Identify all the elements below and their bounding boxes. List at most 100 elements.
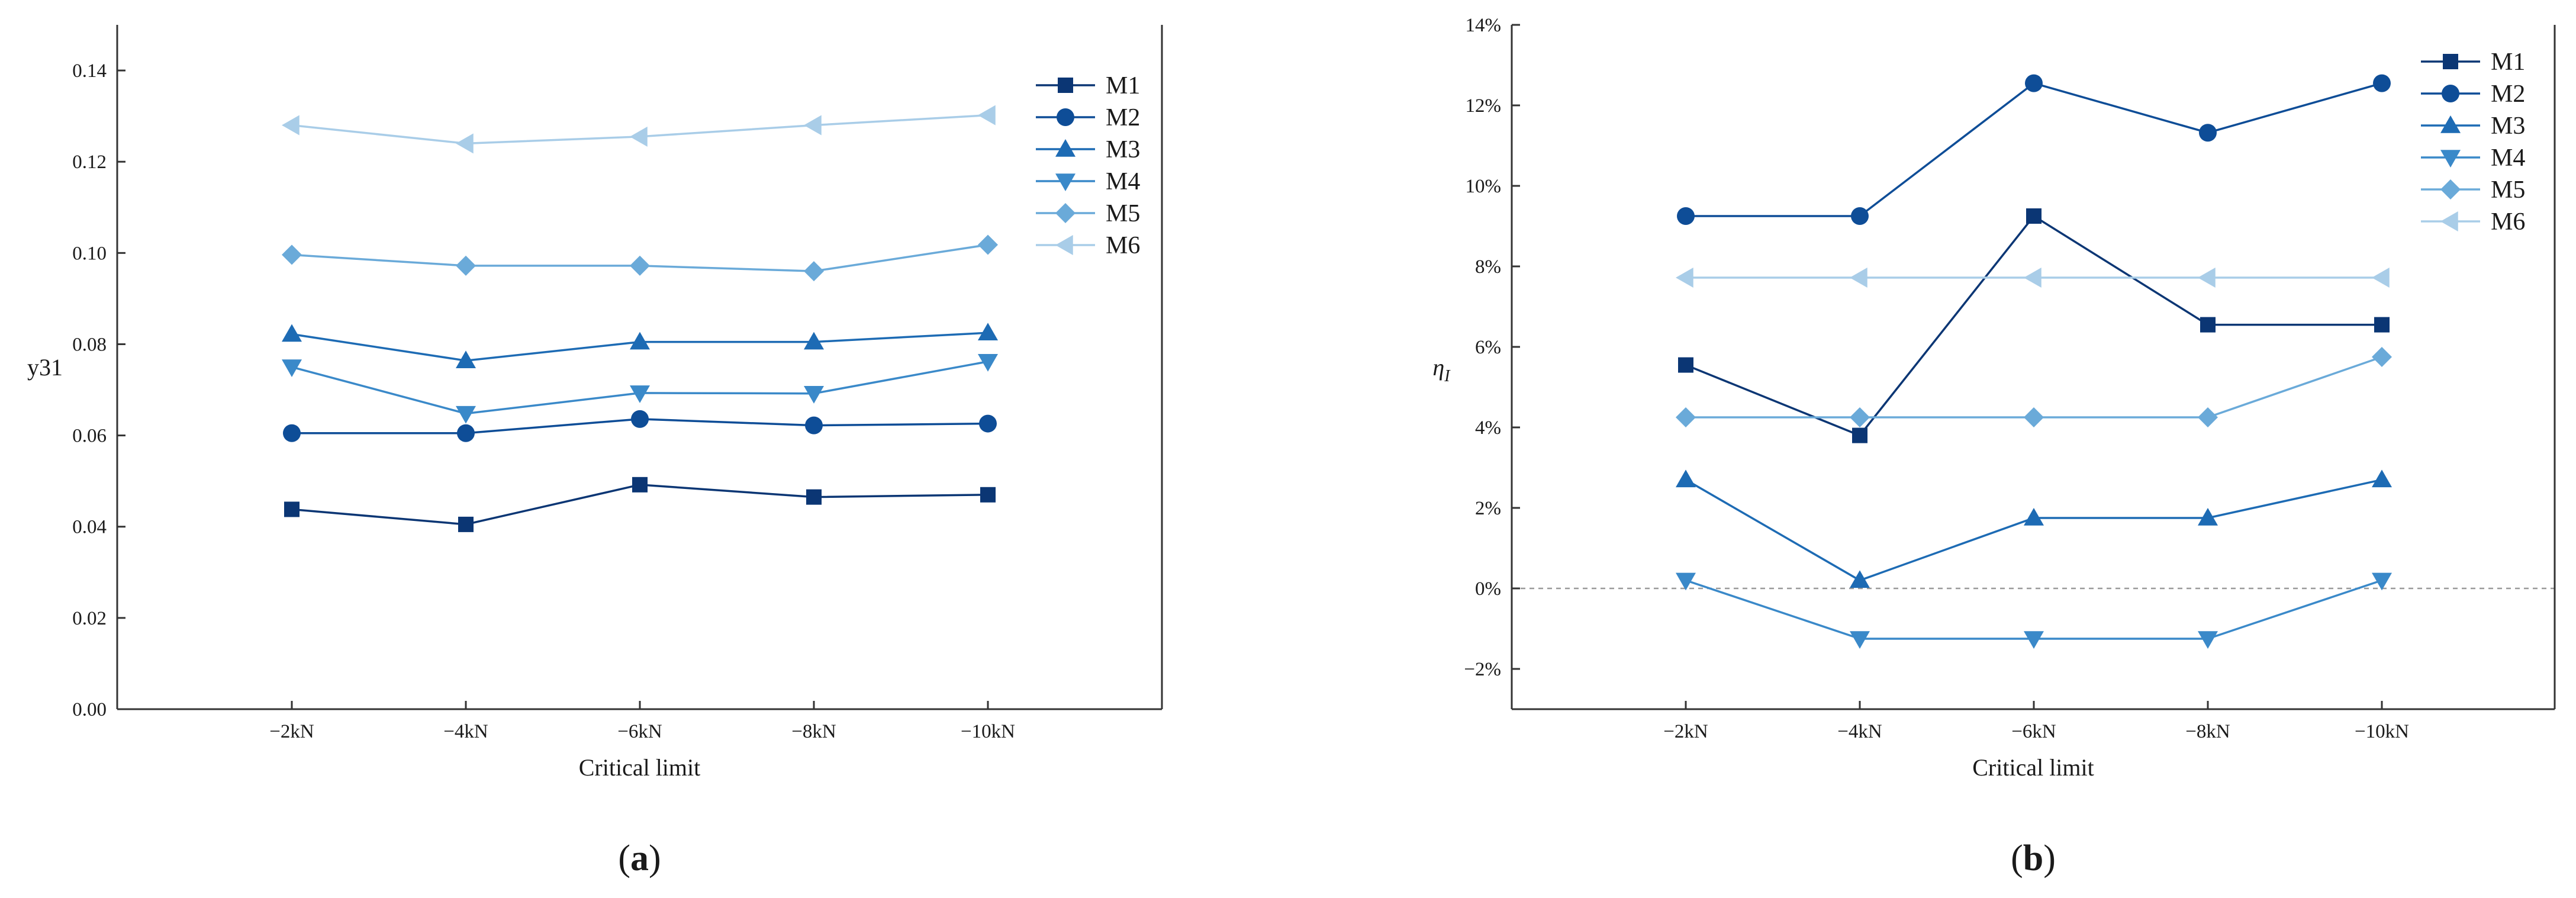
series-m2 <box>1677 74 2391 225</box>
panel-label: (a) <box>618 838 661 878</box>
point-m3-10kN <box>978 323 998 340</box>
legend-label-m1: M1 <box>1106 72 1140 99</box>
point-m5-4kN <box>456 255 476 276</box>
legend: M1 M2 M3 M4 M5 M6 <box>2421 49 2525 236</box>
series-m5 <box>282 234 998 282</box>
point-m6-8kN <box>2198 268 2216 288</box>
point-m1-2kN <box>1678 357 1693 373</box>
legend-label-m2: M2 <box>1106 104 1140 131</box>
point-m5-6kN <box>630 255 650 276</box>
x-axis-title: Critical limit <box>1972 754 2094 781</box>
point-m5-10kN <box>2372 347 2392 367</box>
point-m2-10kN <box>2373 74 2391 92</box>
chart-panel-a: 0.00 0.02 0.04 0.06 0.08 0.10 0.12 0.14 −2kN −4kN… <box>27 25 1163 878</box>
x-tick-label-10kN: −10kN <box>961 721 1015 742</box>
point-m1-8kN <box>806 489 822 505</box>
y-axis-title: ηI <box>1432 354 1451 385</box>
y-tick-label-0-02: 0.02 <box>72 608 107 629</box>
panel-label: (b) <box>2011 838 2056 878</box>
series-m6 <box>282 105 996 154</box>
point-m1-2kN <box>284 501 300 517</box>
legend-label-m3: M3 <box>2491 112 2525 140</box>
point-m4-2kN <box>282 359 302 377</box>
point-m2-2kN <box>1677 207 1695 225</box>
x-tick-label-6kN: −6kN <box>2011 721 2056 742</box>
y-tick-label-6: 6% <box>1475 337 1501 358</box>
point-m1-6kN <box>632 477 648 493</box>
legend-marker-m2 <box>1057 108 1074 126</box>
point-m3-4kN <box>1850 570 1870 588</box>
x-tick-label-2kN: −2kN <box>269 721 314 742</box>
x-tick-label-4kN: −4kN <box>1837 721 1882 742</box>
y-tick-label-8: 8% <box>1475 256 1501 278</box>
chart-panel-b: −2% 0% 2% 4% 6% 8% 10% 12% 14% −2kN −4kN −6kN −8kN −1… <box>1432 15 2556 878</box>
series-line-m3 <box>1685 478 2382 582</box>
point-m5-8kN <box>804 261 824 282</box>
legend-label-m5: M5 <box>1106 200 1140 227</box>
y-tick-label-0-00: 0.00 <box>72 699 107 720</box>
point-m3-8kN <box>2198 508 2218 526</box>
point-m1-6kN <box>2026 208 2042 224</box>
series-line-m1 <box>1685 214 2382 437</box>
y-tick-label-0-12: 0.12 <box>72 152 107 173</box>
y-tick-label-12: 12% <box>1466 95 1502 117</box>
point-m5-6kN <box>2024 407 2044 427</box>
point-m6-10kN <box>2372 268 2390 288</box>
point-m6-4kN <box>456 133 474 154</box>
point-m5-10kN <box>978 234 998 255</box>
legend-marker-m6 <box>2440 211 2458 231</box>
legend-label-m6: M6 <box>1106 232 1140 259</box>
legend: M1 M2 M3 M4 M5 M6 <box>1036 72 1140 259</box>
point-m1-4kN <box>458 516 474 532</box>
x-tick-label-8kN: −8kN <box>791 721 836 742</box>
point-m1-8kN <box>2200 317 2216 333</box>
legend-label-m4: M4 <box>2491 144 2525 172</box>
series-m2 <box>283 410 997 442</box>
point-m3-6kN <box>630 331 650 350</box>
series-m4 <box>282 354 998 424</box>
point-m4-2kN <box>1676 572 1696 591</box>
series-m5 <box>1676 347 2392 427</box>
y-tick-label-0-10: 0.10 <box>72 243 107 264</box>
y-tick-label-0: 0% <box>1475 578 1501 600</box>
point-m3-4kN <box>456 350 476 368</box>
legend-marker-m1 <box>1058 78 1073 93</box>
series-m3 <box>282 323 998 368</box>
legend-marker-m3 <box>1055 139 1076 157</box>
point-m5-2kN <box>1676 407 1696 427</box>
point-m3-8kN <box>804 331 824 350</box>
point-m6-6kN <box>630 126 648 147</box>
point-m4-10kN <box>978 354 998 372</box>
x-tick-label-2kN: −2kN <box>1663 721 1708 742</box>
legend-marker-m2 <box>2442 85 2459 102</box>
x-tick-label-6kN: −6kN <box>617 721 662 742</box>
legend-label-m4: M4 <box>1106 168 1140 195</box>
y-tick-label-2: −2% <box>1464 659 1501 680</box>
series-m6 <box>1676 268 2390 288</box>
point-m6-8kN <box>804 115 822 136</box>
y-tick-label-0-14: 0.14 <box>72 60 107 82</box>
y-tick-label-10: 10% <box>1466 176 1502 197</box>
point-m2-6kN <box>2025 74 2043 92</box>
point-m1-4kN <box>1852 427 1867 443</box>
point-m6-4kN <box>1850 268 1867 288</box>
point-m4-8kN <box>2198 631 2218 649</box>
point-m4-10kN <box>2372 572 2392 591</box>
point-m2-4kN <box>1851 207 1869 225</box>
point-m6-10kN <box>978 105 996 125</box>
x-tick-label-8kN: −8kN <box>2185 721 2230 742</box>
legend-label-m1: M1 <box>2491 49 2525 76</box>
y-tick-label-4: 4% <box>1475 417 1501 439</box>
legend-marker-m6 <box>1055 235 1073 255</box>
point-m6-2kN <box>282 115 300 136</box>
x-tick-label-4kN: −4kN <box>443 721 488 742</box>
point-m3-2kN <box>282 324 302 342</box>
x-axis-title: Critical limit <box>579 754 701 781</box>
legend-marker-m3 <box>2440 115 2461 133</box>
legend-marker-m5 <box>2440 179 2461 199</box>
series-line-m2 <box>1686 82 2382 217</box>
point-m4-6kN <box>630 385 650 403</box>
point-m4-8kN <box>804 385 824 404</box>
